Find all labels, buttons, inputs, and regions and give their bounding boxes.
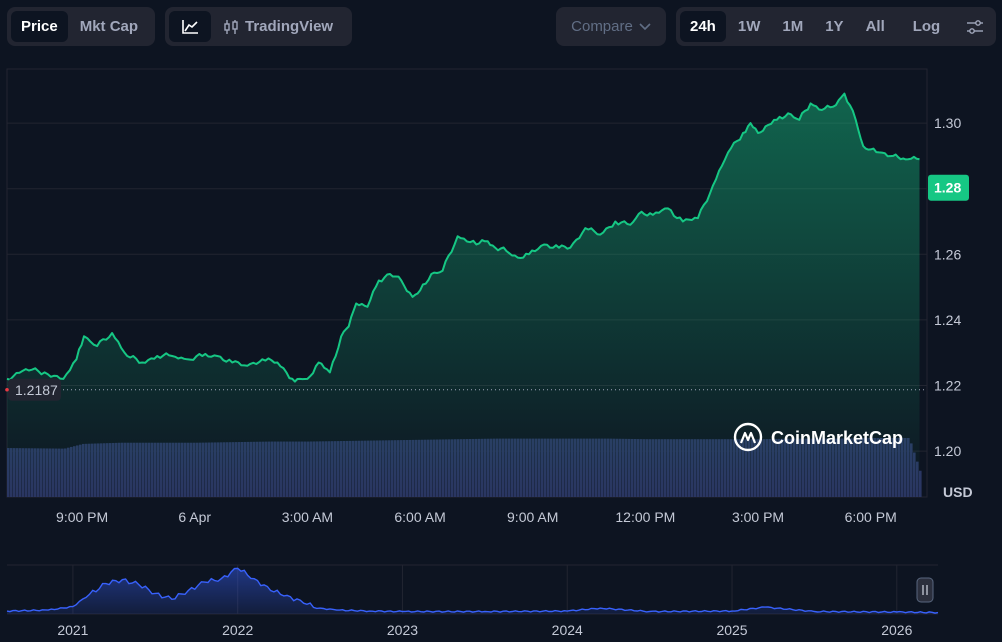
- current-price-badge: [928, 174, 969, 201]
- price-area-fill: [7, 93, 920, 497]
- compare-dropdown[interactable]: Compare: [556, 7, 666, 46]
- range-1w-button[interactable]: 1W: [737, 18, 761, 35]
- chart-view-toggle: TradingView: [165, 7, 352, 46]
- current-price-label: 1.28: [934, 180, 961, 196]
- overview-x-tick-label: 2021: [57, 622, 88, 638]
- x-tick-label: 12:00 PM: [615, 509, 675, 525]
- overview-x-tick-label: 2025: [716, 622, 747, 638]
- y-tick-label: 1.30: [934, 115, 961, 131]
- time-range-selector: 24h 1W 1M 1Y All Log: [676, 7, 996, 46]
- x-tick-label: 6:00 AM: [394, 509, 445, 525]
- market-cap-tab[interactable]: Mkt Cap: [79, 18, 139, 35]
- y-tick-label: 1.26: [934, 246, 961, 262]
- x-tick-label: 3:00 PM: [732, 509, 784, 525]
- watermark-text: CoinMarketCap: [771, 428, 903, 448]
- x-tick-label: 3:00 AM: [282, 509, 333, 525]
- open-price-badge: [8, 378, 61, 401]
- price-line: [6, 92, 920, 383]
- range-1m-button[interactable]: 1M: [782, 18, 804, 35]
- main-chart-area: 1.301.281.261.241.221.201.21871.28USD9:0…: [5, 68, 973, 525]
- range-all-button[interactable]: All: [865, 18, 885, 35]
- range-handle-grip: [916, 577, 934, 603]
- line-chart-icon: [181, 19, 199, 35]
- tradingview-button[interactable]: TradingView: [213, 11, 343, 42]
- tradingview-label: TradingView: [245, 18, 334, 35]
- open-price-label: 1.2187: [15, 382, 58, 398]
- overview-chart-area: 2021 2022 2023 2024 2025 2026: [6, 564, 939, 638]
- y-tick-label: 1.22: [934, 377, 961, 393]
- overview-line: [6, 567, 939, 614]
- coinmarketcap-logo-mark: [739, 431, 757, 444]
- chart-settings-button[interactable]: [958, 11, 992, 42]
- range-1y-button[interactable]: 1Y: [825, 18, 844, 35]
- y-tick-label: 1.20: [934, 443, 961, 459]
- overview-x-tick-label: 2024: [552, 622, 583, 638]
- y-tick-label: 1.24: [934, 312, 961, 328]
- line-chart-view-button[interactable]: [169, 11, 211, 42]
- chart-type-toggle: Price Mkt Cap: [7, 7, 155, 46]
- volume-bar: [919, 470, 922, 497]
- open-price-marker: [5, 387, 9, 392]
- coinmarketcap-logo-icon: [733, 422, 763, 452]
- chevron-down-icon: [639, 22, 651, 31]
- price-tab[interactable]: Price: [11, 11, 68, 42]
- overview-area-fill: [7, 568, 938, 614]
- y-axis-unit: USD: [943, 484, 973, 500]
- overview-x-tick-label: 2022: [222, 622, 253, 638]
- sliders-icon: [966, 19, 984, 35]
- range-24h-button[interactable]: 24h: [680, 11, 726, 42]
- x-tick-label: 6:00 PM: [845, 509, 897, 525]
- coinmarketcap-watermark: CoinMarketCap: [733, 422, 903, 452]
- overview-x-tick-label: 2026: [881, 622, 912, 638]
- overview-x-tick-label: 2023: [387, 622, 418, 638]
- overview-range-handle[interactable]: [916, 577, 934, 603]
- x-tick-label: 9:00 PM: [56, 509, 108, 525]
- x-tick-label: 6 Apr: [178, 509, 211, 525]
- log-scale-button[interactable]: Log: [912, 18, 941, 35]
- candlestick-icon: [223, 19, 239, 35]
- x-tick-label: 9:00 AM: [507, 509, 558, 525]
- compare-label: Compare: [567, 11, 655, 42]
